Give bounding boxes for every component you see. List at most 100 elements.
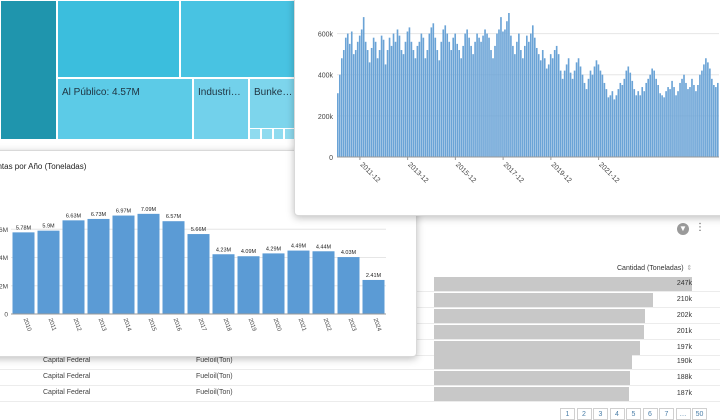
monthly-bar	[553, 50, 556, 157]
monthly-bar	[366, 50, 369, 157]
monthly-bar	[619, 82, 622, 157]
monthly-bar	[386, 50, 389, 157]
monthly-bar	[480, 41, 482, 157]
monthly-bar	[631, 80, 634, 157]
monthly-bar	[452, 37, 455, 157]
quantity-cell: 247k	[676, 280, 692, 287]
monthly-bar	[514, 54, 516, 157]
monthly-bar	[641, 87, 644, 157]
x-tick-label: 2019-12	[549, 161, 572, 184]
monthly-bar	[537, 54, 540, 157]
monthly-bar	[458, 50, 460, 157]
monthly-bar	[398, 35, 401, 157]
monthly-bar	[555, 45, 558, 157]
monthly-bar	[623, 78, 626, 157]
quantity-cell: 187k	[676, 390, 692, 397]
monthly-bar	[633, 89, 636, 157]
monthly-bar	[394, 41, 397, 157]
x-tick-label: 2012	[72, 318, 82, 333]
yearly-bar	[287, 250, 310, 314]
quantity-bar	[434, 371, 631, 385]
monthly-bar	[490, 50, 492, 157]
page-button[interactable]: 3	[593, 408, 608, 420]
x-tick-label: 2020	[272, 318, 282, 333]
treemap-cell-small[interactable]	[273, 128, 284, 140]
monthly-bar	[450, 50, 453, 157]
yearly-bar	[112, 215, 135, 314]
treemap-cell[interactable]	[57, 0, 180, 78]
x-tick-label: 2013-12	[406, 161, 429, 184]
monthly-bar	[466, 29, 468, 157]
page-button[interactable]: 1	[560, 408, 575, 420]
monthly-bar	[707, 62, 709, 157]
quantity-column-header[interactable]: Cantidad (Toneladas) ⇕	[617, 264, 692, 272]
monthly-bar	[396, 29, 399, 157]
table-row[interactable]: Capital Federal Fueloil(Ton) 187k	[0, 386, 720, 402]
y-tick-label: 6M	[0, 227, 8, 234]
monthly-bar	[603, 82, 606, 157]
monthly-bar	[340, 58, 343, 158]
quantity-bar	[434, 325, 644, 339]
page-button[interactable]: 7	[659, 408, 674, 420]
monthly-bar	[374, 41, 377, 157]
monthly-bar	[675, 95, 677, 157]
y-tick-label: 600k	[318, 32, 334, 39]
monthly-bar	[647, 78, 650, 157]
page-button[interactable]: 6	[642, 408, 658, 420]
product-cell: Fueloil(Ton)	[196, 373, 233, 380]
monthly-bar	[424, 58, 427, 158]
data-label: 4.29M	[266, 246, 282, 252]
monthly-bar	[597, 64, 600, 157]
monthly-bar	[434, 37, 437, 157]
monthly-bar	[669, 89, 671, 157]
monthly-bar	[557, 54, 560, 157]
monthly-bar	[645, 82, 648, 157]
monthly-bar	[661, 95, 663, 157]
monthly-bar	[605, 89, 608, 157]
monthly-bar	[474, 41, 476, 157]
page-button[interactable]: 5	[626, 408, 641, 420]
monthly-bar	[442, 29, 445, 157]
table-row[interactable]: Capital Federal Fueloil(Ton) 188k	[0, 370, 720, 386]
chart-title: entas por Año (Toneladas)	[0, 162, 87, 171]
data-label: 4.44M	[316, 244, 332, 250]
yearly-bar	[87, 218, 110, 314]
treemap-cell-small[interactable]	[249, 128, 261, 140]
monthly-bar	[426, 50, 429, 157]
page-button[interactable]: 2	[576, 408, 592, 420]
monthly-bar	[621, 85, 624, 157]
page-button[interactable]: 4	[609, 408, 625, 420]
quantity-bar	[434, 309, 645, 323]
more-vertical-icon[interactable]: ⋮	[695, 222, 705, 233]
treemap-cell-small[interactable]	[261, 128, 273, 140]
monthly-bar	[342, 50, 345, 157]
x-tick-label: 2016	[172, 318, 182, 333]
monthly-bar	[406, 31, 409, 158]
page-button[interactable]: 50	[692, 408, 707, 420]
table-row[interactable]: Capital Federal Fueloil(Ton) 190k	[0, 354, 720, 370]
treemap-cell-al-publico[interactable]: Al Público: 4.57M	[57, 78, 193, 140]
monthly-bar	[502, 31, 504, 158]
monthly-bar	[384, 64, 387, 157]
monthly-bar	[402, 54, 405, 157]
monthly-bar	[376, 58, 379, 158]
filter-icon[interactable]: ▼	[677, 223, 689, 235]
monthly-bar	[468, 37, 470, 157]
monthly-bar	[639, 95, 642, 157]
monthly-bar	[350, 31, 353, 158]
treemap-cell[interactable]	[0, 0, 57, 140]
quantity-cell: 202k	[676, 312, 692, 319]
yearly-bar	[212, 254, 235, 314]
monthly-bar	[362, 17, 365, 157]
treemap-cell[interactable]	[180, 0, 295, 78]
y-tick-label: 4M	[0, 255, 8, 262]
monthly-bar	[524, 45, 526, 157]
monthly-bar	[436, 50, 439, 157]
monthly-bar	[478, 37, 480, 157]
quantity-header-label: Cantidad (Toneladas)	[617, 265, 684, 272]
x-tick-label: 2018	[222, 318, 232, 333]
pagination-ellipsis: …	[675, 408, 691, 420]
x-tick-label: 2023	[347, 318, 357, 333]
treemap-cell-industria[interactable]: Industri…	[193, 78, 249, 140]
monthly-bar	[717, 82, 719, 157]
